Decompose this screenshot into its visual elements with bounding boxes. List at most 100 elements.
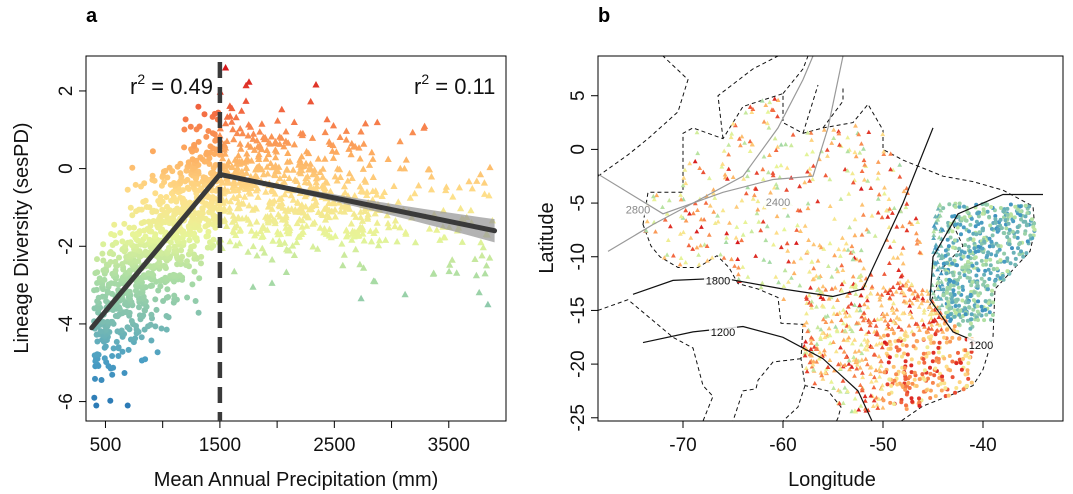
map-point-circle	[911, 332, 916, 337]
map-point-circle	[953, 390, 958, 395]
map-point-circle	[943, 248, 948, 253]
data-point-circle	[100, 257, 107, 264]
map-point-triangle	[699, 224, 704, 229]
map-point-triangle	[929, 322, 935, 327]
map-point-triangle	[822, 348, 827, 353]
map-point-triangle	[915, 294, 921, 299]
map-point-circle	[1001, 209, 1006, 214]
map-point-triangle	[889, 305, 895, 310]
map-point-circle	[1012, 234, 1017, 239]
map-point-circle	[949, 297, 954, 302]
map-point-triangle	[856, 348, 862, 353]
data-point-triangle	[340, 182, 349, 190]
map-point-triangle	[818, 334, 823, 340]
data-point-triangle	[314, 155, 322, 162]
map-point-circle	[979, 304, 984, 309]
map-point-circle	[938, 381, 943, 386]
map-point-circle	[969, 283, 974, 288]
map-point-triangle	[756, 219, 762, 224]
map-point-circle	[945, 285, 950, 290]
map-point-circle	[966, 254, 971, 259]
map-point-triangle	[935, 217, 941, 222]
data-point-triangle	[313, 182, 321, 190]
data-point-triangle	[344, 177, 352, 184]
map-point-circle	[966, 270, 971, 275]
map-point-triangle	[683, 218, 689, 223]
data-point-triangle	[375, 236, 384, 244]
map-point-triangle	[794, 227, 800, 232]
map-point-triangle	[914, 321, 920, 326]
map-point-triangle	[755, 207, 761, 212]
data-point-triangle	[235, 179, 243, 186]
map-point-triangle	[837, 400, 842, 406]
data-point-triangle	[363, 191, 371, 198]
map-point-triangle	[939, 279, 944, 284]
map-point-triangle	[893, 289, 899, 294]
data-point-triangle	[291, 176, 299, 183]
map-point-triangle	[815, 198, 821, 204]
map-point-triangle	[778, 162, 784, 168]
map-point-triangle	[931, 290, 936, 296]
map-point-circle	[966, 300, 971, 305]
map-point-circle	[928, 365, 932, 370]
map-point-triangle	[930, 318, 936, 324]
map-point-circle	[932, 373, 937, 378]
map-point-circle	[948, 368, 953, 373]
map-point-triangle	[763, 237, 769, 243]
data-point-triangle	[226, 112, 234, 119]
data-point-circle	[100, 241, 107, 248]
map-point-triangle	[869, 284, 875, 289]
data-point-circle	[110, 345, 117, 352]
map-point-circle	[976, 214, 981, 219]
map-point-triangle	[773, 274, 779, 279]
map-point-triangle	[850, 249, 856, 254]
map-point-triangle	[857, 365, 863, 370]
contour-label-bg	[624, 202, 652, 216]
data-point-circle	[140, 293, 147, 300]
data-point-circle	[184, 258, 190, 265]
map-point-triangle	[721, 255, 727, 260]
map-point-triangle	[852, 217, 858, 222]
map-point-triangle	[858, 403, 864, 408]
data-point-circle	[166, 244, 172, 251]
data-point-triangle	[242, 214, 250, 221]
map-point-circle	[946, 393, 951, 398]
map-point-triangle	[678, 192, 683, 197]
data-point-triangle	[272, 161, 280, 169]
map-point-circle	[943, 253, 948, 258]
map-point-triangle	[831, 339, 836, 344]
map-point-circle	[955, 225, 960, 230]
country-border	[822, 87, 844, 129]
data-point-triangle	[325, 225, 334, 233]
map-point-circle	[966, 244, 971, 249]
map-point-triangle	[827, 340, 833, 346]
map-point-triangle	[678, 214, 684, 219]
map-point-triangle	[867, 365, 873, 370]
map-point-triangle	[827, 332, 833, 338]
map-point-circle	[983, 307, 988, 312]
data-point-triangle	[282, 224, 290, 231]
map-point-triangle	[818, 294, 824, 300]
map-point-circle	[1028, 233, 1033, 238]
map-point-circle	[996, 243, 1001, 248]
contour-2400	[598, 56, 844, 215]
map-point-circle	[957, 312, 962, 317]
data-point-triangle	[258, 244, 266, 252]
data-point-triangle	[264, 150, 273, 158]
y-tick-label: -2	[56, 238, 77, 255]
map-point-triangle	[848, 250, 854, 255]
data-point-triangle	[225, 157, 233, 165]
map-point-circle	[948, 292, 953, 297]
panel-a-y-axis: 20-2-4-6	[56, 86, 86, 410]
map-point-circle	[986, 301, 991, 306]
data-point-triangle	[384, 155, 392, 162]
data-point-circle	[178, 247, 185, 254]
data-point-triangle	[325, 138, 333, 145]
map-point-triangle	[885, 214, 891, 219]
map-point-triangle	[820, 284, 826, 289]
map-point-circle	[958, 360, 963, 365]
map-point-triangle	[878, 358, 884, 364]
map-point-triangle	[811, 359, 817, 364]
map-point-circle	[947, 202, 952, 207]
map-point-circle	[961, 318, 965, 323]
